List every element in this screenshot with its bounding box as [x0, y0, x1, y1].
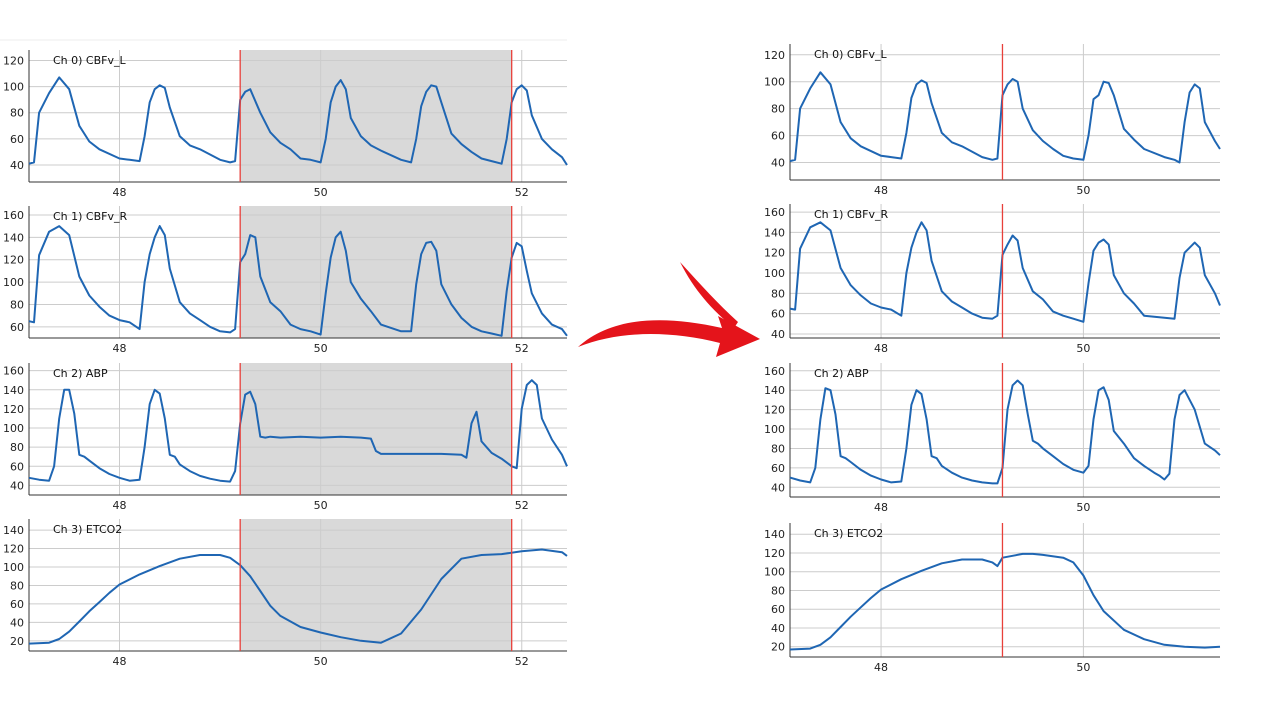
signal-trace: [790, 554, 1220, 650]
channel-label: Ch 3) ETCO2: [814, 527, 883, 540]
transition-arrow: [578, 262, 760, 357]
channel-plot: 160 140 120 100 80 60 40 48 50 52 Ch 2) ABP: [3, 363, 567, 512]
y-tick-label: 80: [10, 107, 24, 120]
x-tick-label: 48: [874, 501, 888, 514]
x-tick-label: 50: [314, 499, 328, 512]
y-tick-label: 140: [3, 231, 24, 244]
y-tick-label: 80: [771, 442, 785, 455]
signal-trace: [790, 72, 1220, 162]
y-tick-label: 60: [771, 130, 785, 143]
y-tick-label: 140: [3, 524, 24, 537]
y-tick-label: 80: [771, 287, 785, 300]
signal-trace: [790, 222, 1220, 321]
y-tick-label: 80: [10, 298, 24, 311]
y-tick-label: 100: [3, 561, 24, 574]
channel-plot: 140 120 100 80 60 40 20 48 50 Ch 3) ETCO2: [764, 523, 1220, 674]
x-tick-label: 48: [113, 186, 127, 199]
channel-plot: 120 100 80 60 40 48 50 52 Ch 0) CBFv_L: [3, 50, 567, 199]
channel-label: Ch 1) CBFv_R: [814, 208, 888, 221]
channel-label: Ch 0) CBFv_L: [814, 48, 887, 61]
x-tick-label: 48: [113, 342, 127, 355]
x-tick-label: 50: [314, 186, 328, 199]
y-tick-label: 40: [771, 328, 785, 341]
y-tick-label: 140: [764, 528, 785, 541]
x-tick-label: 50: [1076, 342, 1090, 355]
y-tick-label: 120: [3, 254, 24, 267]
y-tick-label: 140: [3, 384, 24, 397]
y-tick-label: 40: [10, 616, 24, 629]
y-tick-label: 100: [3, 81, 24, 94]
channel-label: Ch 2) ABP: [53, 367, 108, 380]
y-tick-label: 100: [764, 76, 785, 89]
x-tick-label: 50: [1076, 184, 1090, 197]
x-tick-label: 50: [314, 342, 328, 355]
x-tick-label: 48: [874, 184, 888, 197]
x-tick-label: 52: [515, 342, 529, 355]
y-tick-label: 160: [3, 209, 24, 222]
channel-label: Ch 0) CBFv_L: [53, 54, 126, 67]
y-tick-label: 40: [10, 479, 24, 492]
y-tick-label: 20: [771, 641, 785, 654]
y-tick-label: 120: [764, 49, 785, 62]
y-tick-label: 60: [10, 321, 24, 334]
y-tick-label: 40: [771, 622, 785, 635]
y-tick-label: 60: [771, 308, 785, 321]
y-tick-label: 120: [3, 543, 24, 556]
y-tick-label: 100: [764, 423, 785, 436]
y-tick-label: 40: [10, 159, 24, 172]
y-tick-label: 80: [10, 579, 24, 592]
channel-plot: 140 120 100 80 60 40 20 48 50 52 Ch 3) ETCO2: [3, 519, 567, 668]
y-tick-label: 100: [764, 267, 785, 280]
y-tick-label: 100: [3, 276, 24, 289]
y-tick-label: 160: [764, 206, 785, 219]
x-tick-label: 50: [1076, 661, 1090, 674]
channel-label: Ch 2) ABP: [814, 367, 869, 380]
y-tick-label: 120: [764, 404, 785, 417]
y-tick-label: 100: [764, 566, 785, 579]
y-tick-label: 160: [3, 365, 24, 378]
y-tick-label: 120: [3, 54, 24, 67]
y-tick-label: 120: [764, 547, 785, 560]
x-tick-label: 52: [515, 186, 529, 199]
y-tick-label: 100: [3, 422, 24, 435]
y-tick-label: 60: [10, 133, 24, 146]
y-tick-label: 120: [3, 403, 24, 416]
y-tick-label: 60: [771, 462, 785, 475]
x-tick-label: 48: [874, 661, 888, 674]
y-tick-label: 20: [10, 635, 24, 648]
channel-plot: 160 140 120 100 80 60 40 48 50 Ch 1) CBFv_R: [764, 204, 1220, 355]
arrow-stroke-flick: [680, 262, 738, 328]
channel-plot: 160 140 120 100 80 60 40 48 50 Ch 2) ABP: [764, 363, 1220, 514]
selection-region: [240, 50, 512, 182]
y-tick-label: 60: [771, 603, 785, 616]
y-tick-label: 60: [10, 460, 24, 473]
channel-label: Ch 3) ETCO2: [53, 523, 122, 536]
y-tick-label: 140: [764, 384, 785, 397]
x-tick-label: 48: [874, 342, 888, 355]
y-tick-label: 60: [10, 598, 24, 611]
x-tick-label: 52: [515, 655, 529, 668]
y-tick-label: 120: [764, 247, 785, 260]
y-tick-label: 80: [771, 584, 785, 597]
y-tick-label: 40: [771, 156, 785, 169]
panel-after: 120 100 80 60 40 48 50 Ch 0) CBFv_L 160 140 120 100…: [764, 44, 1220, 674]
y-tick-label: 80: [10, 441, 24, 454]
x-tick-label: 52: [515, 499, 529, 512]
y-tick-label: 40: [771, 481, 785, 494]
x-tick-label: 48: [113, 655, 127, 668]
y-tick-label: 140: [764, 226, 785, 239]
y-tick-label: 160: [764, 365, 785, 378]
channel-label: Ch 1) CBFv_R: [53, 210, 127, 223]
x-tick-label: 50: [314, 655, 328, 668]
x-tick-label: 50: [1076, 501, 1090, 514]
channel-plot: 120 100 80 60 40 48 50 Ch 0) CBFv_L: [764, 44, 1220, 197]
y-tick-label: 80: [771, 103, 785, 116]
channel-plot: 160 140 120 100 80 60 48 50 52 Ch 1) CBFv_R: [3, 206, 567, 355]
x-tick-label: 48: [113, 499, 127, 512]
